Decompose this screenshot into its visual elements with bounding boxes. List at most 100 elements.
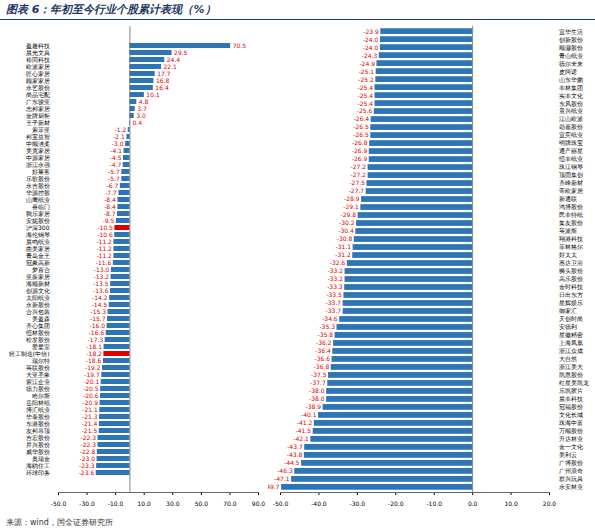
svg-text:-37.7: -37.7 [310, 379, 326, 386]
svg-text:-33.7: -33.7 [326, 299, 342, 306]
svg-text:-5.7: -5.7 [108, 175, 120, 182]
svg-text:-37.5: -37.5 [311, 371, 327, 378]
svg-text:-13.5: -13.5 [93, 280, 109, 287]
svg-text:创新股份: 创新股份 [559, 36, 583, 43]
svg-text:-8.4: -8.4 [104, 203, 116, 210]
svg-text:-38.9: -38.9 [306, 403, 322, 410]
svg-text:江山欧派: 江山欧派 [559, 115, 583, 122]
svg-text:-41.5: -41.5 [296, 427, 312, 434]
svg-text:-13.2: -13.2 [94, 273, 110, 280]
svg-text:美克家居: 美克家居 [26, 147, 50, 154]
svg-text:-47.1: -47.1 [274, 475, 290, 482]
svg-text:宜华生活: 宜华生活 [559, 28, 583, 35]
svg-text:尚品宅配: 尚品宅配 [26, 91, 50, 98]
svg-text:-31.1: -31.1 [336, 243, 352, 250]
svg-text:10.1: 10.1 [146, 91, 160, 98]
svg-text:-1.2: -1.2 [114, 126, 126, 133]
svg-text:-24.9: -24.9 [359, 60, 375, 67]
svg-text:乐歌股份: 乐歌股份 [26, 175, 50, 182]
svg-text:晨鸣纸业: 晨鸣纸业 [26, 238, 50, 245]
svg-text:威华股份: 威华股份 [26, 448, 50, 455]
svg-text:-7.7: -7.7 [105, 189, 117, 196]
svg-text:-16.6: -16.6 [89, 329, 105, 336]
svg-text:-33.7: -33.7 [326, 307, 342, 314]
svg-text:新通联: 新通联 [559, 195, 577, 202]
svg-text:永安林业: 永安林业 [559, 483, 583, 490]
svg-text:-38.0: -38.0 [309, 387, 325, 394]
svg-text:海伦钢琴: 海伦钢琴 [26, 231, 50, 238]
svg-text:-23.9: -23.9 [363, 28, 379, 35]
svg-text:盈趣科技: 盈趣科技 [26, 42, 50, 49]
svg-text:志邦家居: 志邦家居 [26, 105, 50, 112]
svg-text:青山纸业: 青山纸业 [559, 52, 583, 59]
svg-text:日出东方: 日出东方 [559, 291, 583, 298]
svg-text:华泰股份: 华泰股份 [26, 413, 50, 420]
svg-text:美利云: 美利云 [559, 451, 577, 458]
svg-text:惠达卫浴: 惠达卫浴 [558, 259, 583, 266]
svg-text:-26.5: -26.5 [353, 131, 369, 138]
svg-text:-19.2: -19.2 [85, 364, 101, 371]
svg-text:-17.3: -17.3 [88, 336, 104, 343]
svg-text:曲美家居: 曲美家居 [26, 245, 50, 252]
svg-text:实丰文化: 实丰文化 [559, 92, 583, 99]
svg-text:浙江众成: 浙江众成 [559, 347, 583, 354]
svg-text:-21.3: -21.3 [82, 413, 98, 420]
svg-text:-15.3: -15.3 [91, 308, 107, 315]
svg-text:喜临门: 喜临门 [32, 203, 50, 210]
svg-text:金牌厨柜: 金牌厨柜 [26, 112, 50, 119]
svg-text:-24.0: -24.0 [363, 36, 379, 43]
svg-text:冠豪高新: 冠豪高新 [26, 259, 50, 266]
svg-text:-30.4: -30.4 [338, 227, 354, 234]
svg-text:皮阿诺: 皮阿诺 [559, 68, 577, 75]
svg-text:岳阳林纸: 岳阳林纸 [26, 399, 50, 406]
svg-text:-18.2: -18.2 [86, 350, 102, 357]
svg-text:创源文化: 创源文化 [26, 287, 50, 294]
svg-text:-43.8: -43.8 [287, 451, 303, 458]
svg-text:-27.2: -27.2 [351, 171, 367, 178]
svg-text:-4.1: -4.1 [110, 147, 122, 154]
svg-text:22.1: 22.1 [164, 63, 178, 70]
svg-text:10.0: 10.0 [504, 500, 518, 507]
svg-text:-26.5: -26.5 [353, 123, 369, 130]
svg-text:-22.8: -22.8 [80, 448, 96, 455]
svg-text:珠海中富: 珠海中富 [559, 419, 583, 426]
svg-text:景兴纸业: 景兴纸业 [559, 107, 583, 114]
svg-text:-10.6: -10.6 [97, 231, 113, 238]
svg-text:广东骏亚: 广东骏亚 [26, 98, 50, 105]
svg-text:梦百合: 梦百合 [32, 266, 50, 273]
svg-text:50.0: 50.0 [195, 500, 209, 507]
svg-text:晨光文具: 晨光文具 [26, 49, 50, 56]
svg-text:-19.7: -19.7 [84, 371, 100, 378]
svg-text:御家汇: 御家汇 [559, 307, 577, 314]
svg-text:-11.6: -11.6 [96, 259, 112, 266]
svg-text:3.7: 3.7 [137, 105, 147, 112]
svg-text:-20.0: -20.0 [388, 500, 404, 507]
svg-text:松发股份: 松发股份 [26, 336, 50, 343]
svg-text:-30.0: -30.0 [79, 500, 95, 507]
svg-text:-40.0: -40.0 [311, 500, 327, 507]
svg-text:东港股份: 东港股份 [26, 420, 50, 427]
svg-text:-16.0: -16.0 [90, 322, 106, 329]
svg-text:菲林格尔: 菲林格尔 [559, 243, 583, 250]
svg-text:-22.3: -22.3 [81, 441, 97, 448]
svg-text:-25.1: -25.1 [359, 68, 375, 75]
svg-text:通产丽星: 通产丽星 [559, 147, 583, 154]
svg-text:安德利: 安德利 [559, 323, 577, 330]
svg-text:-27.2: -27.2 [351, 163, 367, 170]
svg-text:狮头股份: 狮头股份 [559, 267, 583, 274]
svg-text:-14.2: -14.2 [92, 294, 108, 301]
svg-text:-29.1: -29.1 [343, 203, 359, 210]
svg-text:沪深300: 沪深300 [26, 224, 50, 231]
svg-text:顺灏股份: 顺灏股份 [559, 44, 583, 51]
svg-text:顾家家居: 顾家家居 [26, 77, 50, 84]
svg-text:-21.4: -21.4 [82, 420, 98, 427]
svg-text:70.0: 70.0 [223, 500, 237, 507]
svg-text:-25.4: -25.4 [358, 100, 374, 107]
svg-text:珠江钢琴: 珠江钢琴 [559, 163, 583, 170]
svg-text:我乐家居: 我乐家居 [26, 210, 50, 217]
svg-text:爱婴室: 爱婴室 [32, 343, 50, 350]
svg-text:-22.3: -22.3 [81, 434, 97, 441]
svg-text:-23.0: -23.0 [80, 455, 96, 462]
svg-text:广州浪奇: 广州浪奇 [559, 467, 583, 474]
svg-text:万顺股份: 万顺股份 [559, 427, 583, 434]
